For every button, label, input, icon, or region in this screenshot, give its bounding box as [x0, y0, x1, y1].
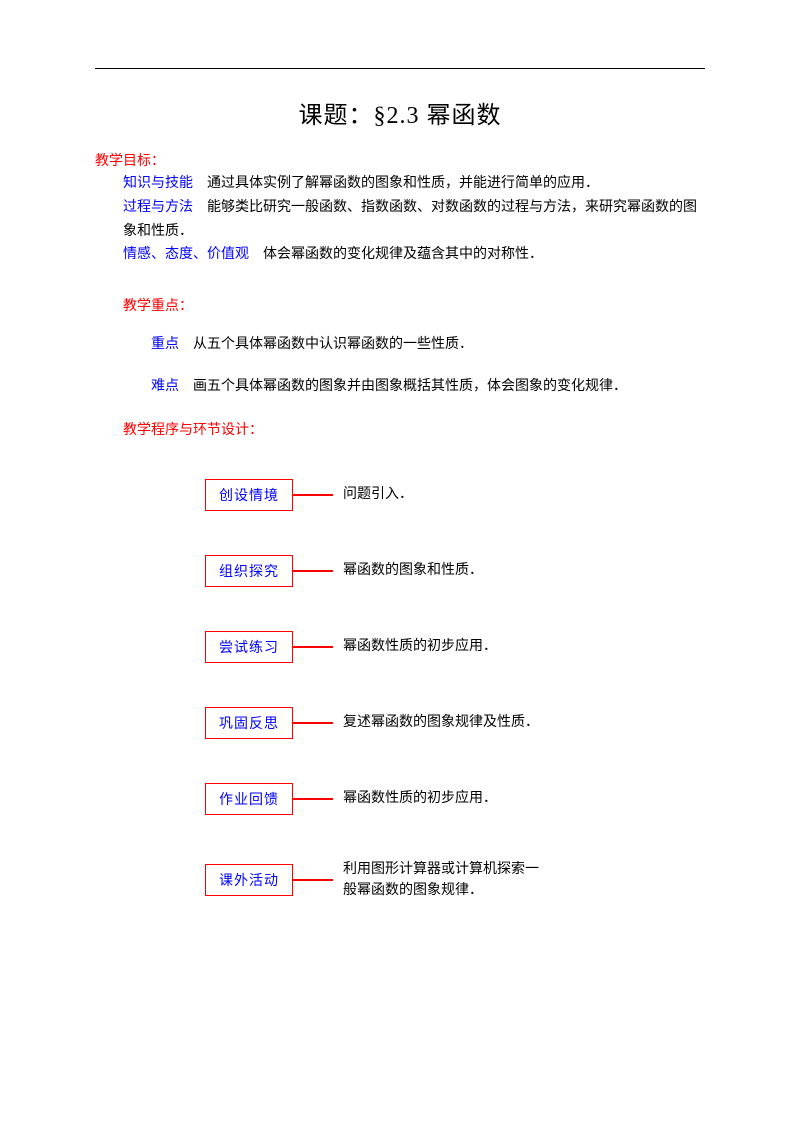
flow-box: 巩固反思	[205, 707, 293, 739]
flow-box: 组织探究	[205, 555, 293, 587]
flow-connector	[293, 494, 333, 496]
objective-label: 知识与技能	[123, 176, 193, 191]
flow-box: 创设情境	[205, 479, 293, 511]
flow-row: 巩固反思 复述幂函数的图象规律及性质．	[205, 707, 705, 739]
keypoints-header: 教学重点：	[95, 295, 705, 315]
flow-description-line: 般幂函数的图象规律．	[343, 880, 539, 901]
flow-description: 幂函数性质的初步应用．	[343, 636, 497, 657]
flow-description: 幂函数性质的初步应用．	[343, 788, 497, 809]
objectives-header: 教学目标：	[95, 150, 705, 170]
objective-text: 通过具体实例了解幂函数的图象和性质，并能进行简单的应用．	[193, 176, 599, 191]
objective-label: 过程与方法	[123, 200, 193, 215]
flow-box: 尝试练习	[205, 631, 293, 663]
flow-row: 创设情境 问题引入．	[205, 479, 705, 511]
flow-connector	[293, 798, 333, 800]
flow-row: 组织探究 幂函数的图象和性质．	[205, 555, 705, 587]
objective-item: 知识与技能 通过具体实例了解幂函数的图象和性质，并能进行简单的应用．	[95, 172, 705, 196]
objective-label: 情感、态度、价值观	[123, 247, 249, 262]
top-divider	[95, 68, 705, 69]
flow-connector	[293, 879, 333, 881]
objective-item: 过程与方法 能够类比研究一般函数、指数函数、对数函数的过程与方法，来研究幂函数的…	[95, 196, 705, 244]
flow-header: 教学程序与环节设计：	[95, 419, 705, 439]
objective-text: 能够类比研究一般函数、指数函数、对数函数的过程与方法，来研究幂函数的图象和性质．	[123, 200, 697, 239]
page-title: 课题：§2.3 幂函数	[95, 95, 705, 130]
flow-connector	[293, 646, 333, 648]
objectives-section: 教学目标： 知识与技能 通过具体实例了解幂函数的图象和性质，并能进行简单的应用．…	[95, 150, 705, 267]
keypoint-label: 重点	[151, 337, 179, 352]
flow-row: 尝试练习 幂函数性质的初步应用．	[205, 631, 705, 663]
keypoints-section: 教学重点： 重点 从五个具体幂函数中认识幂函数的一些性质． 难点 画五个具体幂函…	[95, 295, 705, 399]
flow-connector	[293, 570, 333, 572]
keypoint-label: 难点	[151, 379, 179, 394]
flow-row: 作业回馈 幂函数性质的初步应用．	[205, 783, 705, 815]
objective-item: 情感、态度、价值观 体会幂函数的变化规律及蕴含其中的对称性．	[95, 243, 705, 267]
flow-box: 作业回馈	[205, 783, 293, 815]
flow-connector	[293, 722, 333, 724]
keypoint-item: 难点 画五个具体幂函数的图象并由图象概括其性质，体会图象的变化规律．	[95, 375, 705, 399]
flow-description-line: 利用图形计算器或计算机探索一	[343, 859, 539, 880]
keypoint-item: 重点 从五个具体幂函数中认识幂函数的一些性质．	[95, 333, 705, 357]
flow-description: 问题引入．	[343, 484, 413, 505]
flow-diagram: 创设情境 问题引入． 组织探究 幂函数的图象和性质． 尝试练习 幂函数性质的初步…	[95, 479, 705, 901]
keypoint-text: 画五个具体幂函数的图象并由图象概括其性质，体会图象的变化规律．	[179, 379, 627, 394]
flow-description: 复述幂函数的图象规律及性质．	[343, 712, 539, 733]
flow-box: 课外活动	[205, 864, 293, 896]
objective-text: 体会幂函数的变化规律及蕴含其中的对称性．	[249, 247, 543, 262]
flow-row: 课外活动 利用图形计算器或计算机探索一 般幂函数的图象规律．	[205, 859, 705, 901]
flow-description: 幂函数的图象和性质．	[343, 560, 483, 581]
flow-description: 利用图形计算器或计算机探索一 般幂函数的图象规律．	[343, 859, 539, 901]
keypoint-text: 从五个具体幂函数中认识幂函数的一些性质．	[179, 337, 473, 352]
